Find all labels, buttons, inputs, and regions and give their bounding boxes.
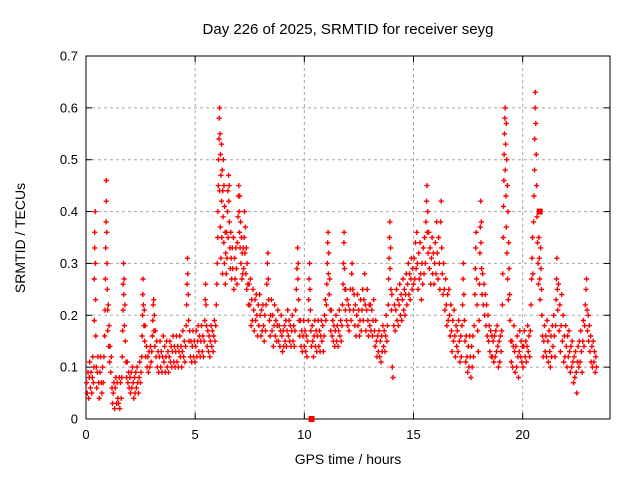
y-tick-label: 0.4 bbox=[60, 204, 78, 219]
y-tick-label: 0.2 bbox=[60, 308, 78, 323]
x-tick-label: 10 bbox=[297, 427, 311, 442]
y-tick-label: 0 bbox=[71, 412, 78, 427]
x-tick-label: 20 bbox=[515, 427, 529, 442]
chart-title: Day 226 of 2025, SRMTID for receiver sey… bbox=[203, 21, 494, 38]
x-tick-label: 5 bbox=[192, 427, 199, 442]
gridlines bbox=[86, 56, 610, 419]
square-markers-flagged-values bbox=[308, 208, 543, 422]
data-points bbox=[84, 89, 600, 422]
square-marker bbox=[308, 416, 315, 422]
y-tick-label: 0.3 bbox=[60, 256, 78, 271]
plus-markers-srmtid-values bbox=[84, 89, 600, 412]
square-marker bbox=[536, 208, 543, 215]
tick-labels: 0 5 10 15 20 0 0.1 0.2 0.3 0.4 0.5 0.6 0.7 bbox=[60, 49, 530, 443]
x-axis-label: GPS time / hours bbox=[295, 451, 402, 467]
y-tick-label: 0.6 bbox=[60, 100, 78, 115]
y-tick-label: 0.1 bbox=[60, 360, 78, 375]
x-tick-label: 0 bbox=[82, 427, 89, 442]
y-tick-label: 0.5 bbox=[60, 152, 78, 167]
y-tick-label: 0.7 bbox=[60, 49, 78, 64]
x-tick-label: 15 bbox=[406, 427, 420, 442]
axes bbox=[85, 55, 611, 420]
y-axis-label: SRMTID / TECUs bbox=[12, 183, 28, 293]
plot-border bbox=[85, 55, 611, 420]
